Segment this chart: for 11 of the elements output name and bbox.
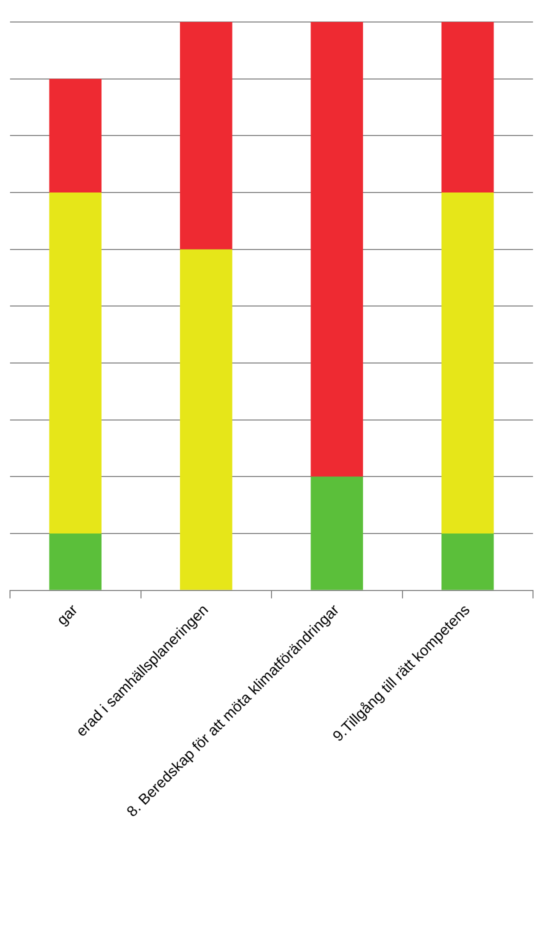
bar xyxy=(49,192,102,534)
bar xyxy=(180,249,232,590)
bar xyxy=(441,22,494,193)
bar xyxy=(49,534,102,590)
bar xyxy=(441,534,494,590)
x-tick-label: gar xyxy=(54,601,82,629)
bar xyxy=(310,22,364,477)
bar xyxy=(310,476,364,590)
bar xyxy=(441,192,494,534)
bar xyxy=(49,78,102,193)
bar xyxy=(180,22,232,250)
